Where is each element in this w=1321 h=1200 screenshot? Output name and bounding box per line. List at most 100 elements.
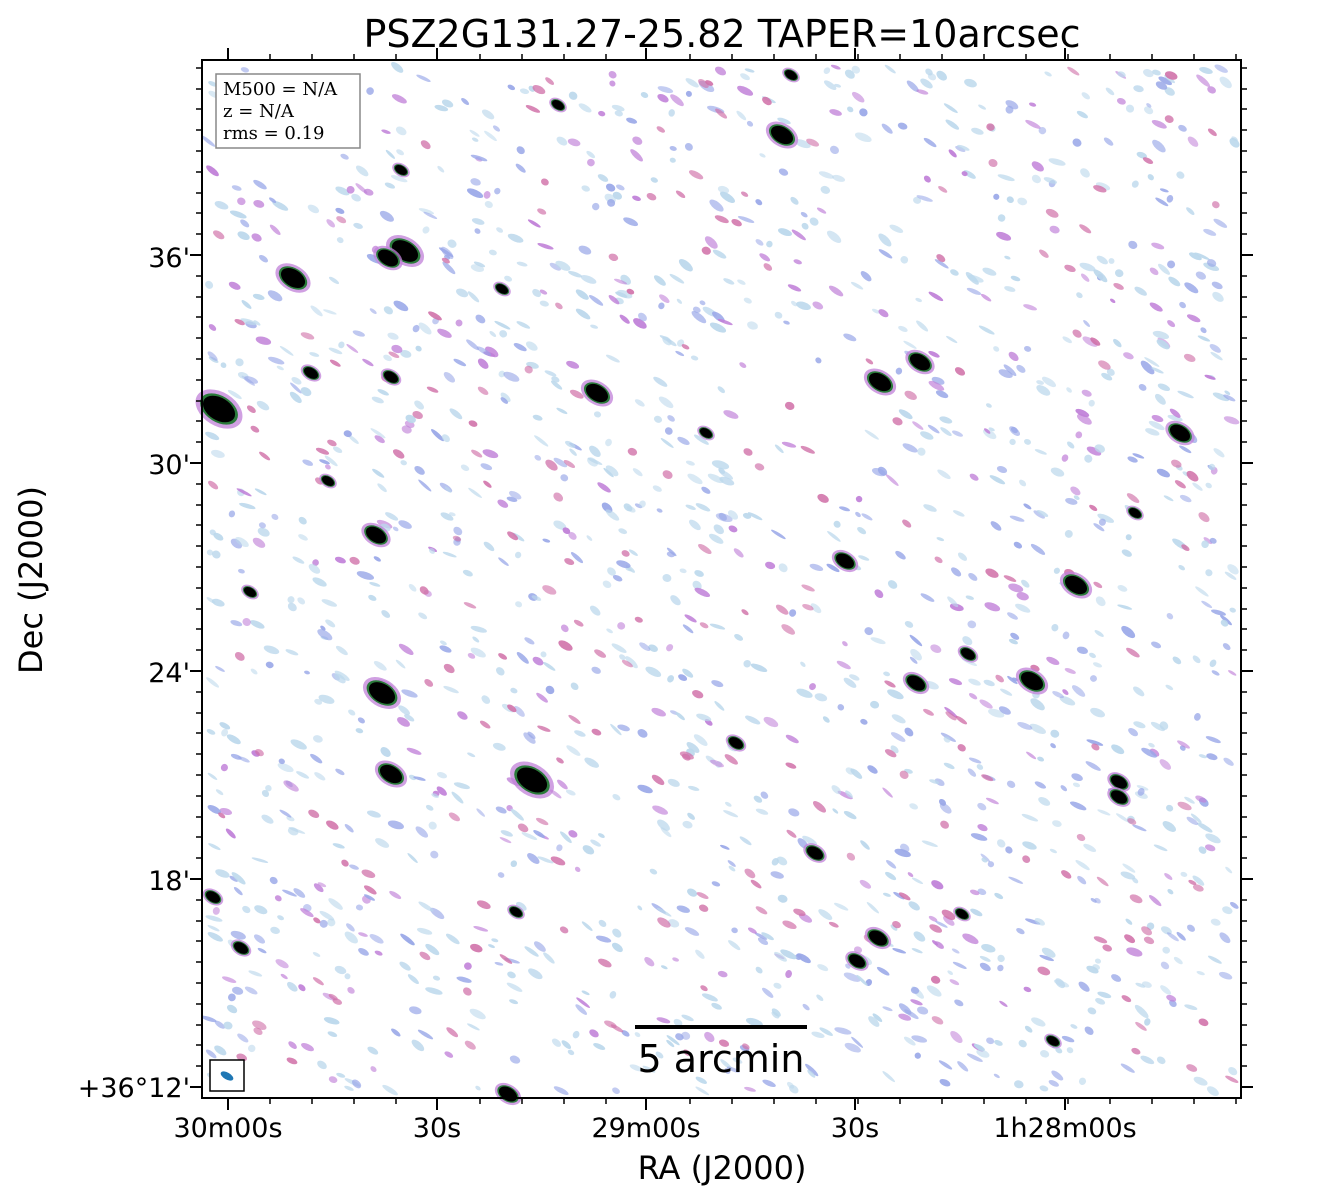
noise-blob bbox=[544, 370, 557, 377]
noise-blob bbox=[580, 274, 597, 284]
noise-blob bbox=[1070, 486, 1081, 496]
noise-blob bbox=[498, 370, 506, 378]
faint-source bbox=[800, 445, 815, 454]
noise-blob bbox=[926, 985, 942, 997]
noise-blob bbox=[1213, 218, 1228, 228]
noise-blob bbox=[755, 239, 764, 246]
noise-blob bbox=[719, 844, 730, 850]
noise-blob bbox=[481, 109, 495, 120]
faint-source bbox=[608, 253, 619, 262]
noise-blob bbox=[265, 661, 274, 669]
chart-title: PSZ2G131.27-25.82 TAPER=10arcsec bbox=[363, 12, 1080, 56]
faint-source bbox=[1164, 115, 1174, 123]
noise-blob bbox=[860, 271, 872, 282]
noise-blob bbox=[239, 502, 256, 510]
noise-blob bbox=[444, 1051, 454, 1058]
noise-blob bbox=[377, 389, 389, 396]
noise-blob bbox=[980, 293, 992, 302]
faint-source bbox=[621, 550, 630, 557]
noise-blob bbox=[556, 844, 563, 852]
noise-blob bbox=[666, 644, 674, 652]
noise-blob bbox=[667, 919, 680, 928]
noise-blob bbox=[1055, 978, 1066, 989]
noise-blob bbox=[206, 549, 214, 556]
noise-blob bbox=[1095, 997, 1106, 1005]
noise-blob bbox=[1019, 479, 1027, 487]
noise-blob bbox=[961, 171, 968, 177]
noise-blob bbox=[666, 1039, 675, 1048]
noise-blob bbox=[363, 894, 376, 901]
noise-blob bbox=[351, 193, 362, 202]
noise-blob bbox=[470, 625, 487, 633]
noise-blob bbox=[809, 563, 824, 571]
noise-blob bbox=[910, 648, 922, 661]
noise-blob bbox=[514, 551, 522, 559]
noise-blob bbox=[693, 434, 709, 445]
noise-blob bbox=[1007, 675, 1018, 685]
radio-source bbox=[202, 888, 224, 906]
noise-blob bbox=[436, 772, 448, 779]
noise-blob bbox=[1128, 240, 1138, 249]
noise-blob bbox=[206, 165, 219, 177]
faint-source bbox=[594, 649, 607, 658]
noise-blob bbox=[543, 952, 555, 964]
noise-blob bbox=[497, 872, 505, 878]
noise-blob bbox=[584, 757, 600, 768]
noise-blob bbox=[897, 122, 908, 130]
noise-blob bbox=[298, 984, 306, 992]
noise-blob bbox=[346, 185, 355, 194]
noise-blob bbox=[464, 962, 472, 970]
faint-source bbox=[675, 190, 686, 199]
noise-blob bbox=[762, 1079, 776, 1087]
noise-blob bbox=[527, 219, 541, 228]
noise-blob bbox=[1155, 81, 1168, 90]
noise-blob bbox=[618, 528, 628, 535]
noise-blob bbox=[1154, 393, 1166, 405]
noise-blob bbox=[240, 318, 257, 326]
faint-source bbox=[1198, 512, 1210, 523]
noise-blob bbox=[430, 850, 439, 859]
noise-blob bbox=[1031, 174, 1041, 184]
noise-blob bbox=[1090, 707, 1106, 718]
noise-blob bbox=[397, 717, 410, 727]
noise-blob bbox=[851, 1036, 864, 1048]
noise-blob bbox=[1167, 414, 1183, 422]
noise-blob bbox=[539, 300, 549, 307]
noise-blob bbox=[516, 261, 528, 267]
noise-blob bbox=[1023, 304, 1037, 311]
noise-blob bbox=[484, 201, 493, 208]
faint-source bbox=[1207, 128, 1217, 137]
noise-blob bbox=[629, 1064, 643, 1072]
noise-blob bbox=[1148, 420, 1165, 431]
noise-blob bbox=[954, 999, 964, 1007]
faint-source bbox=[986, 123, 995, 131]
noise-blob bbox=[785, 734, 799, 744]
noise-blob bbox=[699, 300, 706, 306]
faint-source bbox=[985, 568, 999, 578]
noise-blob bbox=[496, 227, 504, 233]
noise-blob bbox=[1018, 1039, 1027, 1048]
noise-blob bbox=[983, 679, 995, 687]
noise-blob bbox=[648, 644, 658, 652]
noise-blob bbox=[849, 674, 860, 681]
noise-blob bbox=[1093, 523, 1105, 532]
noise-blob bbox=[282, 889, 297, 897]
noise-blob bbox=[1116, 97, 1126, 105]
noise-blob bbox=[1157, 383, 1170, 392]
noise-blob bbox=[858, 555, 870, 561]
noise-blob bbox=[843, 677, 857, 688]
noise-blob bbox=[439, 645, 452, 653]
noise-blob bbox=[500, 830, 513, 837]
noise-blob bbox=[701, 486, 711, 494]
noise-blob bbox=[996, 466, 1008, 473]
noise-blob bbox=[753, 795, 763, 803]
noise-blob bbox=[986, 403, 992, 408]
noise-blob bbox=[251, 233, 262, 242]
noise-blob bbox=[696, 713, 712, 722]
noise-blob bbox=[952, 430, 963, 437]
noise-blob bbox=[367, 1046, 379, 1055]
noise-blob bbox=[1219, 932, 1231, 944]
noise-blob bbox=[851, 91, 865, 103]
noise-blob bbox=[1152, 330, 1170, 340]
noise-blob bbox=[1076, 646, 1088, 655]
